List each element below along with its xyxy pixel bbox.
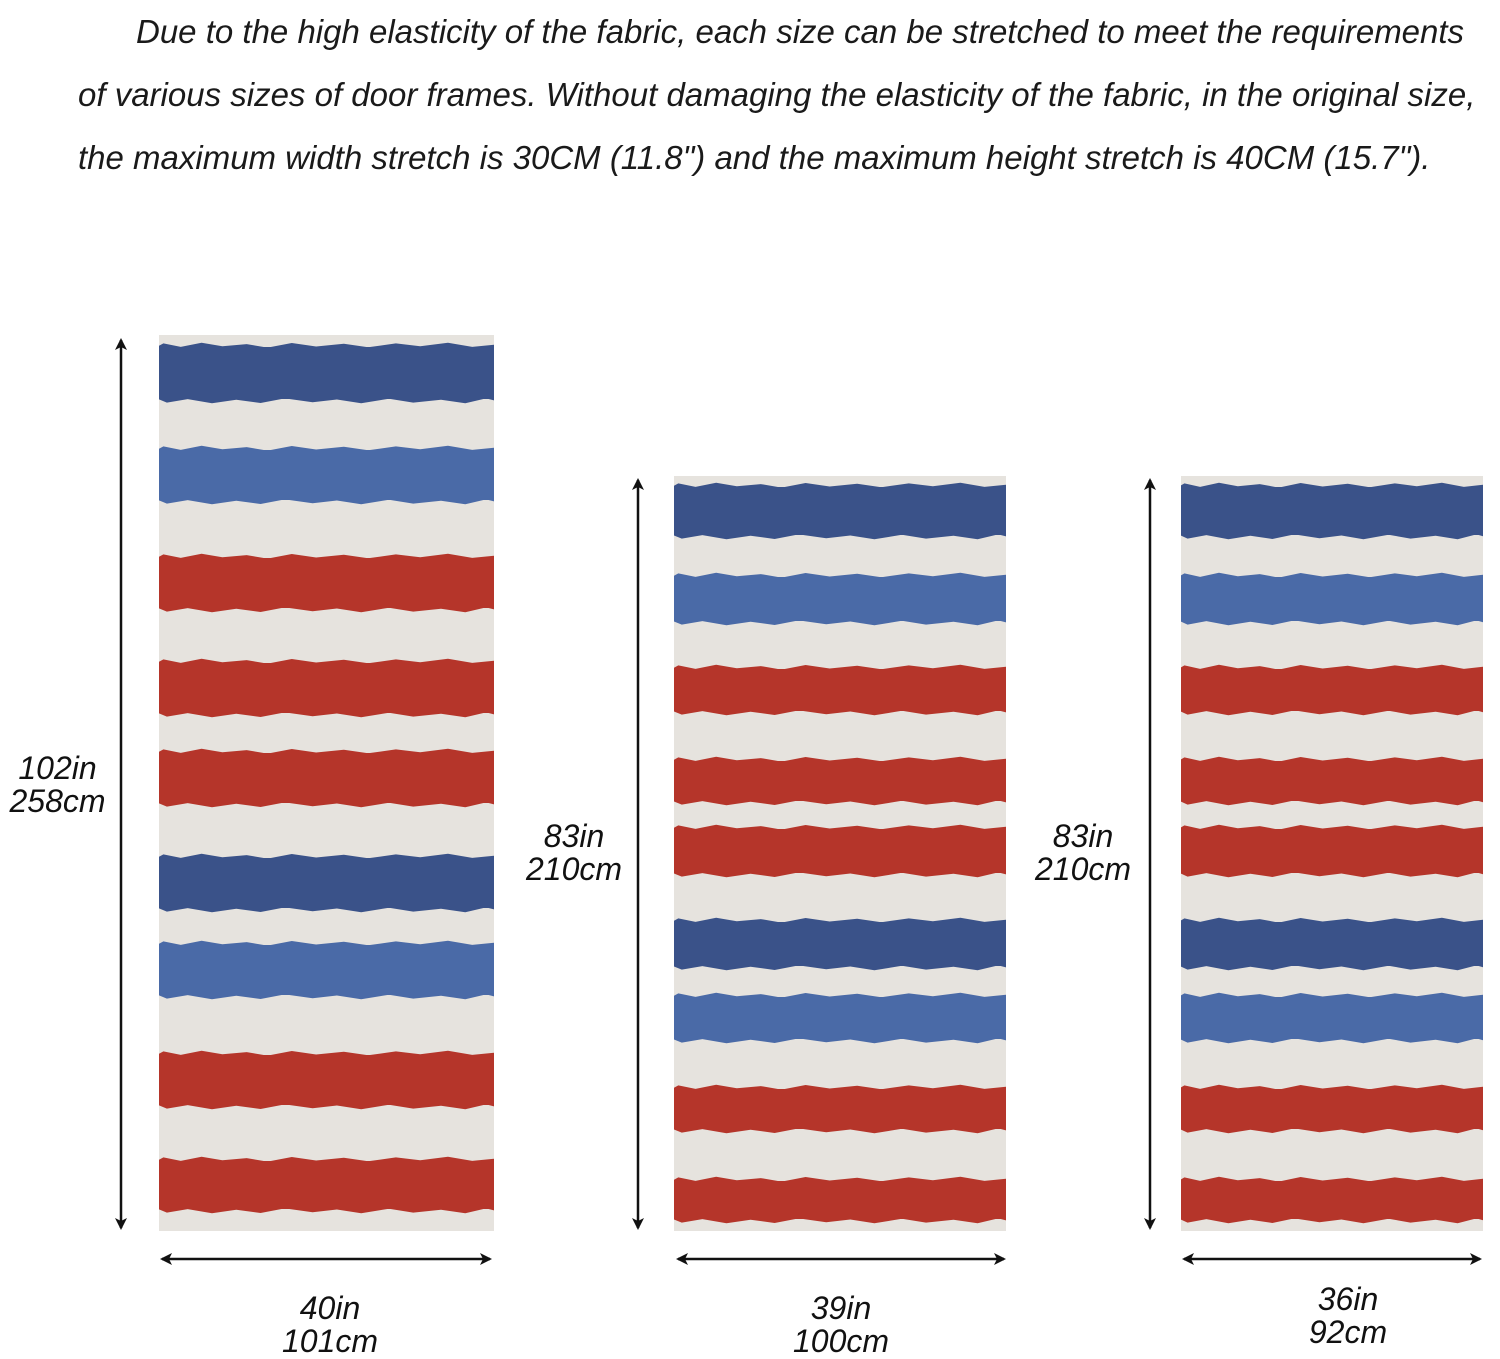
red-stripe bbox=[674, 1089, 1006, 1129]
red-stripe bbox=[1181, 1181, 1483, 1219]
blue-stripe bbox=[674, 577, 1006, 621]
blue-stripe bbox=[159, 450, 494, 500]
blue-stripe bbox=[674, 997, 1006, 1039]
blue-stripe bbox=[159, 945, 494, 995]
width-centimeters: 92cm bbox=[1308, 1314, 1388, 1350]
navy-stripe bbox=[674, 922, 1006, 966]
height-inches: 102in bbox=[18, 750, 97, 786]
navy-stripe bbox=[674, 487, 1006, 535]
height-centimeters: 258cm bbox=[9, 783, 106, 819]
width-inches: 40in bbox=[299, 1290, 361, 1326]
red-stripe bbox=[159, 663, 494, 713]
width-centimeters: 100cm bbox=[792, 1323, 890, 1359]
red-stripe bbox=[674, 1181, 1006, 1219]
navy-stripe bbox=[159, 347, 494, 399]
red-stripe bbox=[1181, 1089, 1483, 1129]
navy-stripe bbox=[1181, 922, 1483, 966]
intro-paragraph: Due to the high elasticity of the fabric… bbox=[78, 13, 1476, 176]
red-stripe bbox=[674, 829, 1006, 873]
door-curtain-panel-large bbox=[159, 335, 494, 1231]
navy-stripe bbox=[1181, 487, 1483, 535]
navy-stripe bbox=[159, 858, 494, 908]
red-stripe bbox=[1181, 829, 1483, 873]
width-centimeters: 101cm bbox=[281, 1323, 379, 1359]
height-label-large: 102in 258cm bbox=[0, 752, 115, 818]
door-curtain-panel-medium bbox=[674, 476, 1006, 1231]
height-label-small: 83in 210cm bbox=[1024, 820, 1142, 886]
red-stripe bbox=[674, 761, 1006, 801]
red-stripe bbox=[674, 669, 1006, 711]
red-stripe bbox=[159, 1055, 494, 1105]
door-curtain-panel-small bbox=[1181, 476, 1483, 1231]
height-centimeters: 210cm bbox=[1034, 851, 1132, 887]
red-stripe bbox=[1181, 669, 1483, 711]
red-stripe bbox=[159, 1161, 494, 1209]
blue-stripe bbox=[1181, 997, 1483, 1039]
red-stripe bbox=[159, 753, 494, 803]
width-label-small: 36in 92cm bbox=[1278, 1283, 1418, 1349]
red-stripe bbox=[159, 558, 494, 608]
width-inches: 36in bbox=[1317, 1281, 1379, 1317]
height-inches: 83in bbox=[1052, 818, 1114, 854]
blue-stripe bbox=[1181, 577, 1483, 621]
height-centimeters: 210cm bbox=[525, 851, 623, 887]
width-label-large: 40in 101cm bbox=[260, 1292, 400, 1358]
width-label-medium: 39in 100cm bbox=[771, 1292, 911, 1358]
height-label-medium: 83in 210cm bbox=[515, 820, 633, 886]
width-inches: 39in bbox=[810, 1290, 872, 1326]
red-stripe bbox=[1181, 761, 1483, 801]
height-inches: 83in bbox=[543, 818, 605, 854]
